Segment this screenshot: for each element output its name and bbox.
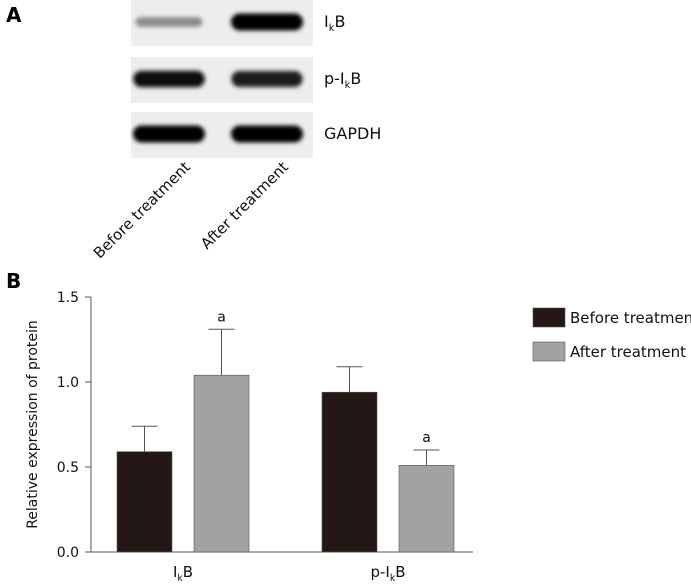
western-blot: IkB p-IkB GAPDH Before treatment After treat… xyxy=(90,0,381,262)
bar xyxy=(321,391,378,553)
bar xyxy=(116,451,173,553)
legend-swatch xyxy=(532,307,566,328)
chart-legend: Before treatment After treatment xyxy=(532,307,691,362)
x-category-label: IkB xyxy=(173,563,193,584)
panel-a-letter: A xyxy=(6,3,22,27)
y-tick-label: 0.0 xyxy=(57,545,79,561)
bar xyxy=(193,374,250,553)
blot-band xyxy=(133,70,205,88)
legend-label: After treatment xyxy=(570,343,686,361)
x-category-label: p-IkB xyxy=(370,563,405,584)
y-tick-label: 1.0 xyxy=(57,375,79,391)
y-axis-label: Relative expression of protein xyxy=(25,320,41,529)
y-tick-label: 1.5 xyxy=(57,290,79,306)
blot-band xyxy=(231,125,303,143)
significance-mark: a xyxy=(217,309,226,325)
panel-b-letter: B xyxy=(6,269,21,293)
blot-band xyxy=(133,125,205,143)
blot-band xyxy=(231,13,303,31)
blot-column-label: After treatment xyxy=(197,158,292,253)
band-label: IkB xyxy=(324,12,345,34)
legend-swatch xyxy=(532,341,566,362)
blot-band xyxy=(231,71,303,87)
significance-mark: a xyxy=(422,430,431,446)
blot-column-label: Before treatment xyxy=(90,158,194,262)
legend-label: Before treatment xyxy=(570,309,691,327)
bar-chart: 0.0 0.5 1.0 1.5 Relative expression of prote… xyxy=(25,290,473,584)
band-label: GAPDH xyxy=(324,124,381,143)
bar xyxy=(398,464,455,553)
band-label: p-IkB xyxy=(324,69,361,91)
y-tick-label: 0.5 xyxy=(57,460,79,476)
blot-band xyxy=(135,17,203,27)
